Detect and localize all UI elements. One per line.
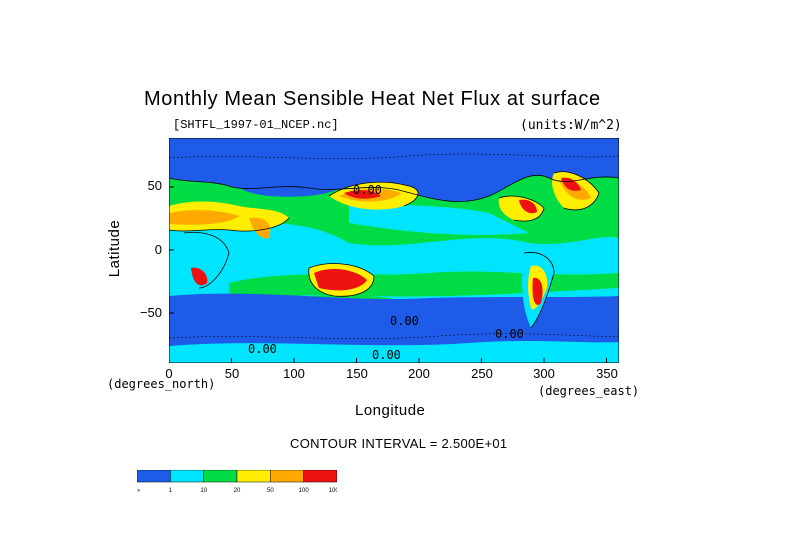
x-unit-label: (degrees_east) bbox=[538, 384, 640, 398]
sahara-orange bbox=[169, 210, 239, 225]
legend-label: 10 bbox=[200, 488, 207, 494]
southern-africa-red bbox=[191, 267, 208, 286]
contour-label: 0.00 bbox=[390, 314, 419, 328]
contour-label: 0.00 bbox=[372, 348, 401, 362]
y-tick-label: 0 bbox=[154, 242, 162, 257]
legend-label: 20 bbox=[234, 488, 241, 494]
legend-swatch bbox=[203, 470, 238, 483]
map-title: Monthly Mean Sensible Heat Net Flux at s… bbox=[144, 88, 601, 110]
legend-label: -∞ bbox=[137, 488, 140, 494]
x-tick-label: 150 bbox=[346, 366, 368, 381]
legend-label: 10000 bbox=[329, 488, 337, 494]
kuroshio-red bbox=[344, 190, 381, 199]
contour-label: 0.00 bbox=[353, 183, 382, 197]
legend-label: 1 bbox=[169, 488, 173, 494]
y-axis-label: Latitude bbox=[106, 219, 124, 278]
australia-red bbox=[314, 268, 367, 291]
legend-swatch bbox=[170, 470, 204, 483]
greenland-blue bbox=[559, 142, 609, 166]
legend-label: 50 bbox=[267, 488, 274, 494]
x-tick-label: 200 bbox=[408, 366, 430, 381]
india-orange bbox=[249, 217, 271, 239]
flux-map bbox=[169, 138, 619, 363]
y-unit-label: (degrees_north) bbox=[107, 377, 216, 391]
gulf-stream-red bbox=[561, 177, 581, 191]
legend-swatch bbox=[137, 470, 171, 483]
north-america-yellow bbox=[498, 196, 544, 222]
x-axis-label: Longitude bbox=[355, 402, 426, 419]
antarctic-cyan bbox=[169, 340, 619, 363]
legend-swatch bbox=[270, 470, 304, 483]
x-tick-label: 0 bbox=[165, 366, 173, 381]
x-tick-label: 100 bbox=[283, 366, 305, 381]
contour-label: 0.00 bbox=[248, 342, 277, 356]
y-tick-label: 50 bbox=[147, 178, 162, 193]
north-america-red bbox=[519, 199, 537, 214]
legend-label: 100 bbox=[299, 488, 310, 494]
source-file-label: [SHTFL_1997-01_NCEP.nc] bbox=[173, 118, 339, 132]
siberia-blue bbox=[229, 172, 344, 197]
south-america-red bbox=[532, 277, 543, 306]
x-tick-label: 350 bbox=[596, 366, 618, 381]
contour-label: 0.00 bbox=[495, 327, 524, 341]
legend-swatch bbox=[303, 470, 337, 483]
legend-swatch bbox=[236, 470, 271, 483]
color-legend: -∞ 1 10 20 50 100 10000 bbox=[137, 470, 337, 494]
units-label: (units:W/m^2) bbox=[520, 118, 622, 133]
x-tick-label: 50 bbox=[224, 366, 240, 381]
contour-interval-label: CONTOUR INTERVAL = 2.500E+01 bbox=[290, 436, 508, 451]
x-tick-label: 300 bbox=[533, 366, 555, 381]
x-tick-label: 250 bbox=[471, 366, 493, 381]
y-tick-label: −50 bbox=[139, 305, 162, 320]
